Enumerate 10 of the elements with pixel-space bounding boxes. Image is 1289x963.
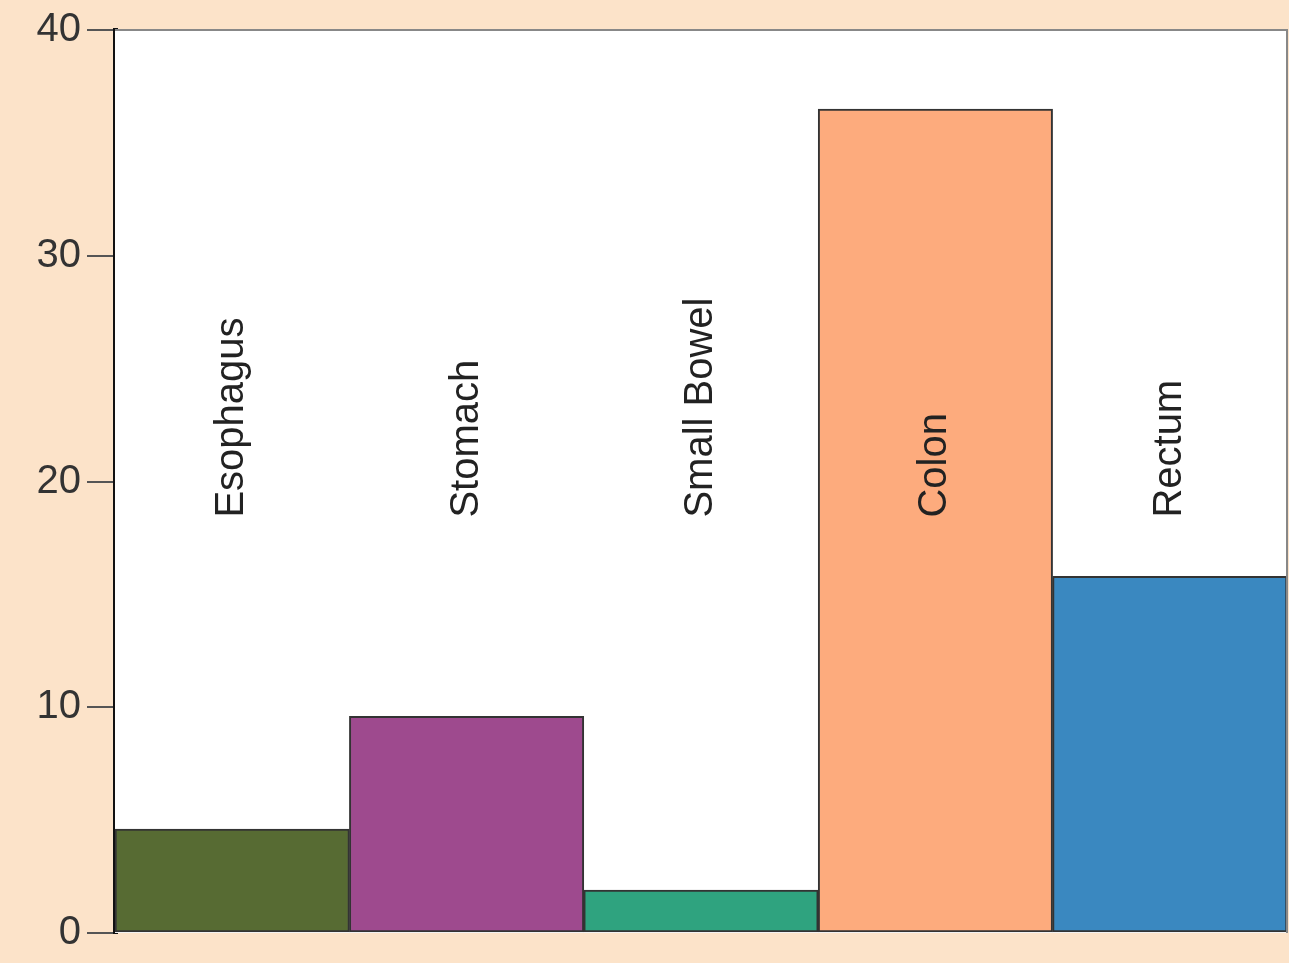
y-tick-label: 20 [36,456,81,501]
x-tick-label: Colon [910,413,955,518]
y-tick-label: 10 [36,682,81,727]
y-tick-label: 0 [58,908,81,953]
y-tick-label: 40 [36,5,81,50]
x-tick-label: Small Bowel [676,297,721,518]
x-tick-label: Esophagus [207,317,252,518]
y-tick-label: 30 [36,230,81,275]
x-tick-label: Stomach [441,359,486,518]
x-tick-label: Rectum [1144,379,1189,518]
